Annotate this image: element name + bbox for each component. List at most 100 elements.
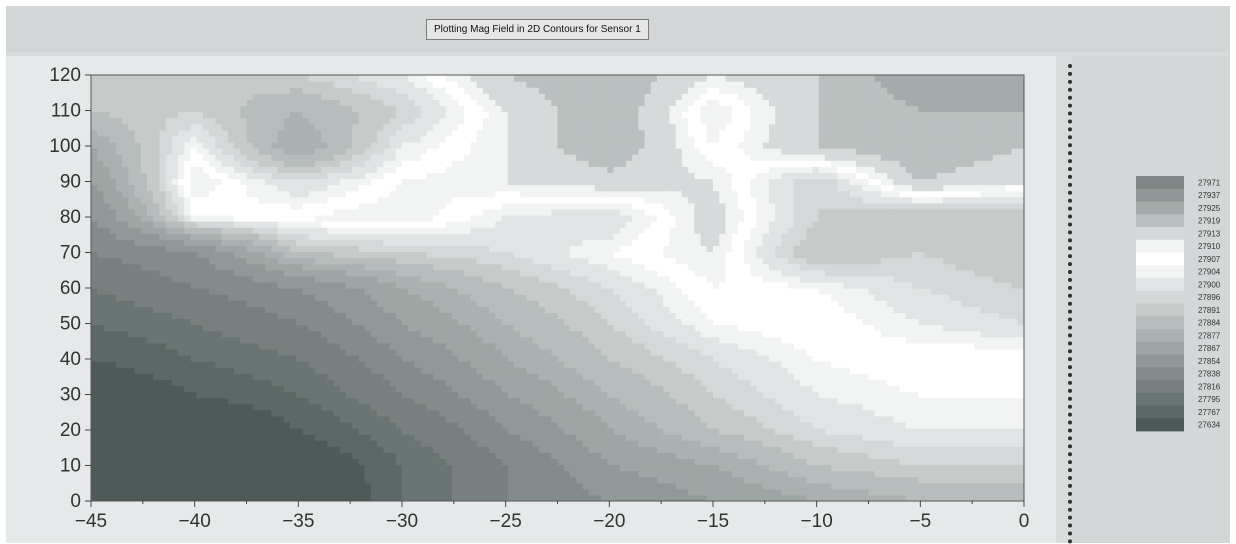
contour-cell	[321, 354, 328, 362]
contour-cell	[290, 470, 297, 478]
contour-cell	[793, 312, 801, 320]
contour-cell	[370, 494, 378, 501]
contour-cell	[893, 403, 901, 411]
contour-cell	[632, 434, 639, 441]
contour-cell	[775, 330, 783, 338]
contour-cell	[445, 458, 453, 466]
contour-cell	[507, 300, 515, 307]
contour-cell	[165, 336, 173, 344]
contour-cell	[980, 373, 988, 380]
contour-cell	[837, 367, 845, 374]
contour-cell	[862, 385, 870, 393]
contour-cell	[644, 397, 652, 405]
contour-cell	[731, 415, 739, 423]
contour-cell	[153, 415, 161, 423]
contour-cell	[153, 421, 161, 429]
contour-cell	[557, 494, 565, 501]
contour-cell	[91, 342, 98, 350]
contour-cell	[619, 421, 627, 429]
contour-cell	[153, 409, 161, 417]
contour-cell	[352, 361, 360, 368]
contour-cell	[918, 397, 926, 405]
contour-cell	[868, 494, 876, 501]
contour-cell	[700, 361, 708, 368]
contour-cell	[520, 324, 527, 332]
splitter-handle[interactable]	[1068, 64, 1072, 544]
contour-cell	[694, 300, 702, 307]
contour-cell	[221, 354, 229, 362]
contour-cell	[650, 421, 658, 429]
contour-cell	[955, 440, 963, 447]
contour-cell	[831, 434, 838, 441]
contour-cell	[706, 348, 714, 356]
contour-cell	[464, 318, 472, 326]
contour-cell	[364, 403, 372, 411]
contour-cell	[818, 427, 826, 435]
contour-cell	[793, 464, 801, 472]
contour-cell	[140, 482, 148, 490]
contour-cell	[849, 354, 857, 362]
contour-cell	[271, 348, 279, 356]
contour-cell	[912, 330, 919, 338]
contour-cell	[569, 482, 577, 490]
contour-cell	[793, 361, 801, 368]
contour-cell	[713, 427, 720, 435]
contour-cell	[725, 300, 733, 307]
contour-cell	[196, 348, 204, 356]
contour-cell	[812, 415, 820, 423]
contour-cell	[576, 324, 583, 332]
contour-cell	[91, 330, 98, 338]
contour-cell	[383, 385, 391, 393]
contour-cell	[880, 330, 888, 338]
contour-cell	[171, 470, 179, 478]
contour-cell	[874, 397, 882, 405]
contour-cell	[513, 415, 521, 423]
contour-cell	[930, 397, 938, 405]
contour-cell	[283, 367, 291, 374]
contour-cell	[377, 440, 384, 447]
contour-cell	[930, 434, 938, 441]
contour-cell	[215, 354, 223, 362]
contour-cell	[601, 300, 608, 307]
contour-cell	[955, 488, 963, 496]
contour-cell	[943, 385, 950, 393]
contour-cell	[271, 470, 279, 478]
contour-cell	[980, 440, 988, 447]
contour-cell	[1017, 318, 1024, 326]
contour-cell	[346, 452, 353, 459]
contour-cell	[215, 342, 223, 350]
contour-cell	[209, 440, 216, 447]
contour-cell	[389, 391, 397, 399]
contour-cell	[775, 342, 783, 350]
contour-cell	[986, 324, 994, 332]
contour-cell	[806, 312, 814, 320]
contour-cell	[607, 440, 615, 447]
contour-cell	[153, 470, 161, 478]
contour-cell	[321, 427, 328, 435]
contour-cell	[849, 367, 857, 374]
contour-cell	[109, 367, 117, 374]
contour-cell	[171, 312, 179, 320]
contour-cell	[737, 312, 745, 320]
contour-cell	[122, 403, 129, 411]
contour-cell	[750, 385, 758, 393]
contour-cell	[146, 312, 154, 320]
contour-cell	[252, 434, 260, 441]
contour-cell	[781, 379, 789, 386]
contour-cell	[457, 324, 465, 332]
contour-cell	[569, 391, 577, 399]
contour-cell	[290, 452, 297, 459]
contour-cell	[588, 464, 596, 472]
contour-cell	[178, 476, 185, 484]
contour-cell	[563, 415, 571, 423]
contour-cell	[800, 440, 807, 447]
contour-cell	[1011, 354, 1019, 362]
contour-cell	[582, 379, 590, 386]
contour-cell	[601, 367, 608, 374]
contour-cell	[520, 409, 527, 417]
contour-cell	[912, 367, 919, 374]
contour-cell	[283, 464, 291, 472]
contour-cell	[358, 488, 366, 496]
contour-cell	[234, 294, 241, 301]
contour-cell	[619, 330, 627, 338]
